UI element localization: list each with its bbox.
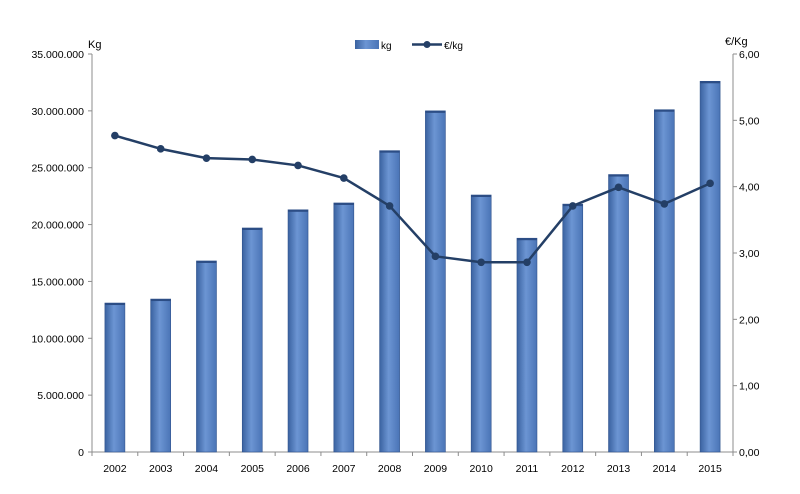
bar-top-edge (242, 227, 263, 230)
y-right-tick-label: 1,00 (739, 381, 760, 393)
legend-label-eur-kg: €/kg (444, 41, 463, 52)
legend-label-kg: kg (381, 41, 392, 52)
bar (241, 227, 263, 453)
bar-top-edge (471, 195, 492, 198)
bar (379, 150, 400, 453)
bar-top-edge (516, 238, 537, 241)
line-point (614, 183, 623, 192)
y-left-tick-label: 10.000.000 (31, 333, 84, 345)
line-point (385, 202, 394, 210)
line-point (156, 145, 165, 153)
line-point (660, 200, 669, 208)
line-point (568, 202, 577, 210)
bar (150, 298, 171, 453)
y-right-tick-label: 3,00 (739, 248, 760, 260)
y-left-tick-label: 0 (78, 447, 84, 459)
bar (196, 260, 217, 453)
bar-top-edge (150, 299, 171, 302)
x-tick-label: 2008 (378, 463, 402, 475)
y-right-tick-label: 6,00 (739, 49, 760, 61)
line-point (202, 154, 211, 162)
bar-top-edge (196, 260, 217, 263)
line-path (114, 134, 711, 264)
bar-top-edge (379, 150, 400, 153)
line-point (431, 252, 440, 261)
y-left-tick-label: 20.000.000 (31, 220, 84, 232)
line-series (111, 131, 714, 267)
bar-top-edge (700, 81, 721, 84)
bar-top-edge (288, 209, 309, 212)
y-right-tick-label: 4,00 (739, 182, 760, 194)
y-left-tick-label: 15.000.000 (31, 276, 84, 288)
line-point (477, 258, 485, 267)
x-tick-label: 2004 (195, 463, 219, 475)
bar-top-edge (425, 110, 446, 113)
y-right-tick-label: 5,00 (739, 115, 760, 127)
y-right-tick-label: 2,00 (739, 314, 760, 326)
bar (562, 203, 584, 453)
bar (104, 302, 126, 453)
line-point (111, 131, 119, 140)
bar (608, 174, 629, 453)
line-point (248, 155, 257, 164)
x-tick-label: 2013 (607, 463, 631, 475)
y-left-axis-title: Kg (88, 39, 101, 51)
bar (654, 109, 675, 453)
x-tick-label: 2015 (698, 463, 722, 475)
y-right-axis-title: €/Kg (725, 36, 748, 48)
x-tick-label: 2010 (469, 463, 493, 475)
line-point (706, 179, 714, 188)
bar (699, 80, 721, 453)
bar (516, 237, 538, 453)
bar (425, 110, 446, 453)
legend: kg €/kg (355, 40, 463, 52)
x-tick-label: 2007 (332, 463, 356, 475)
bar-series (104, 80, 721, 453)
tick-labels: 0 5.000.000 10.000.000 15.000.000 20.000.000… (31, 49, 759, 475)
y-right-tick-label: 0,00 (739, 447, 760, 459)
y-left-tick-label: 5.000.000 (37, 390, 84, 402)
bar (287, 209, 309, 453)
legend-swatch-eur-kg-marker (423, 41, 431, 48)
bar-top-edge (654, 109, 675, 112)
x-tick-label: 2014 (653, 463, 677, 475)
y-left-tick-label: 25.000.000 (31, 163, 84, 175)
x-tick-label: 2002 (103, 463, 127, 475)
line-point (523, 258, 531, 267)
axes (88, 53, 737, 456)
x-tick-label: 2011 (516, 463, 539, 475)
line-point (294, 161, 302, 170)
x-tick-label: 2005 (241, 463, 265, 475)
y-left-tick-label: 35.000.000 (31, 49, 84, 61)
bar (470, 194, 492, 453)
bar (333, 202, 355, 453)
y-left-tick-label: 30.000.000 (31, 106, 84, 118)
x-tick-label: 2003 (149, 463, 173, 475)
bar-top-edge (608, 174, 629, 177)
legend-swatch-kg (355, 40, 379, 49)
x-tick-label: 2012 (561, 463, 585, 475)
bar-top-edge (333, 202, 354, 205)
x-tick-label: 2006 (286, 463, 310, 475)
x-tick-label: 2009 (424, 463, 448, 475)
bar-top-edge (104, 303, 125, 306)
line-point (340, 174, 348, 182)
